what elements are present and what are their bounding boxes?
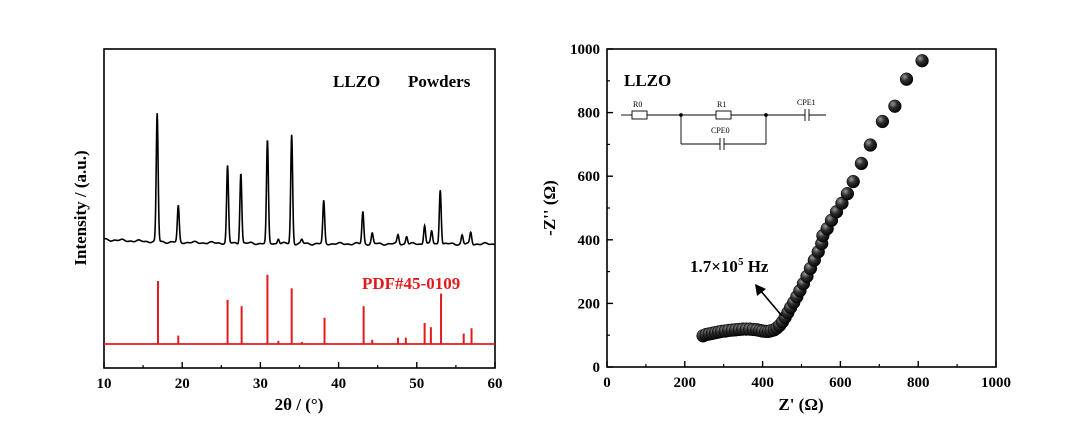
eis-x-axis-title: Z' (Ω): [778, 395, 823, 414]
eis-y-axis-title: -Z'' (Ω): [540, 180, 559, 236]
label-r1: R1: [717, 100, 726, 109]
label-r0: R0: [633, 100, 642, 109]
resistor-r1: [715, 110, 732, 120]
xrd-x-tick-label: 20: [175, 376, 190, 392]
xrd-panel: 10 20 30 40 50 60 LLZO Powders PDF#45-0109 2θ…: [71, 48, 503, 414]
eis-data-point: [863, 138, 877, 152]
eis-data-points: [696, 54, 929, 343]
xrd-x-ticks: [103, 362, 496, 368]
eis-x-tick-label: 1000: [981, 375, 1011, 391]
xrd-reference-label: PDF#45-0109: [362, 274, 460, 293]
xrd-x-tick-labels: 10 20 30 40 50 60: [97, 376, 503, 392]
xrd-x-axis-title: 2θ / (°): [275, 395, 324, 414]
xrd-y-axis-title: Intensity / (a.u.): [71, 150, 90, 265]
eis-x-tick-label: 800: [907, 375, 930, 391]
label-cpe1: CPE1: [797, 98, 816, 107]
eis-x-tick-labels: 0 200 400 600 800 1000: [603, 375, 1011, 391]
xrd-x-tick-label: 60: [488, 376, 503, 392]
xrd-x-tick-label: 10: [97, 376, 112, 392]
xrd-sample-label: LLZO: [333, 72, 380, 91]
eis-x-tick-label: 400: [751, 375, 774, 391]
xrd-x-tick-label: 50: [409, 376, 424, 392]
eis-data-point: [899, 72, 914, 86]
eis-data-point: [854, 156, 869, 171]
xrd-plot-frame: [103, 48, 496, 369]
eis-panel: 0 200 400 600 800 1000 0 200 400 600 800 1000 LLZO: [540, 42, 1011, 414]
eis-plot-frame: [606, 48, 997, 368]
eis-data-point: [875, 114, 890, 129]
eis-y-tick-label: 400: [578, 233, 601, 249]
equivalent-circuit: [621, 109, 826, 150]
eis-y-tick-label: 1000: [570, 42, 600, 58]
eis-data-point: [846, 174, 860, 189]
eis-data-point: [840, 187, 855, 201]
xrd-x-tick-label: 40: [331, 376, 346, 392]
eis-x-ticks: [606, 361, 997, 367]
xrd-reference-sticks: [156, 274, 473, 344]
eis-y-tick-label: 800: [578, 106, 601, 122]
eis-y-ticks: [607, 48, 613, 368]
eis-y-tick-label: 200: [578, 296, 601, 312]
eis-data-point: [888, 99, 902, 113]
eis-sample-label: LLZO: [624, 71, 671, 90]
resistor-r0: [631, 110, 648, 120]
eis-y-tick-label: 600: [578, 169, 601, 185]
eis-data-point: [915, 54, 929, 68]
frequency-arrow: [755, 284, 783, 317]
xrd-x-tick-label: 30: [253, 376, 268, 392]
circuit-node: [764, 113, 768, 117]
eis-y-tick-labels: 0 200 400 600 800 1000: [570, 42, 600, 376]
xrd-measured-pattern: [103, 113, 496, 246]
xrd-form-label: Powders: [408, 72, 471, 91]
eis-x-tick-label: 200: [674, 375, 697, 391]
eis-x-tick-label: 600: [829, 375, 852, 391]
label-cpe0: CPE0: [711, 126, 730, 135]
eis-x-tick-label: 0: [603, 375, 611, 391]
eis-y-tick-label: 0: [593, 360, 601, 376]
circuit-node: [679, 113, 683, 117]
frequency-label: 1.7×105 Hz: [690, 256, 769, 276]
